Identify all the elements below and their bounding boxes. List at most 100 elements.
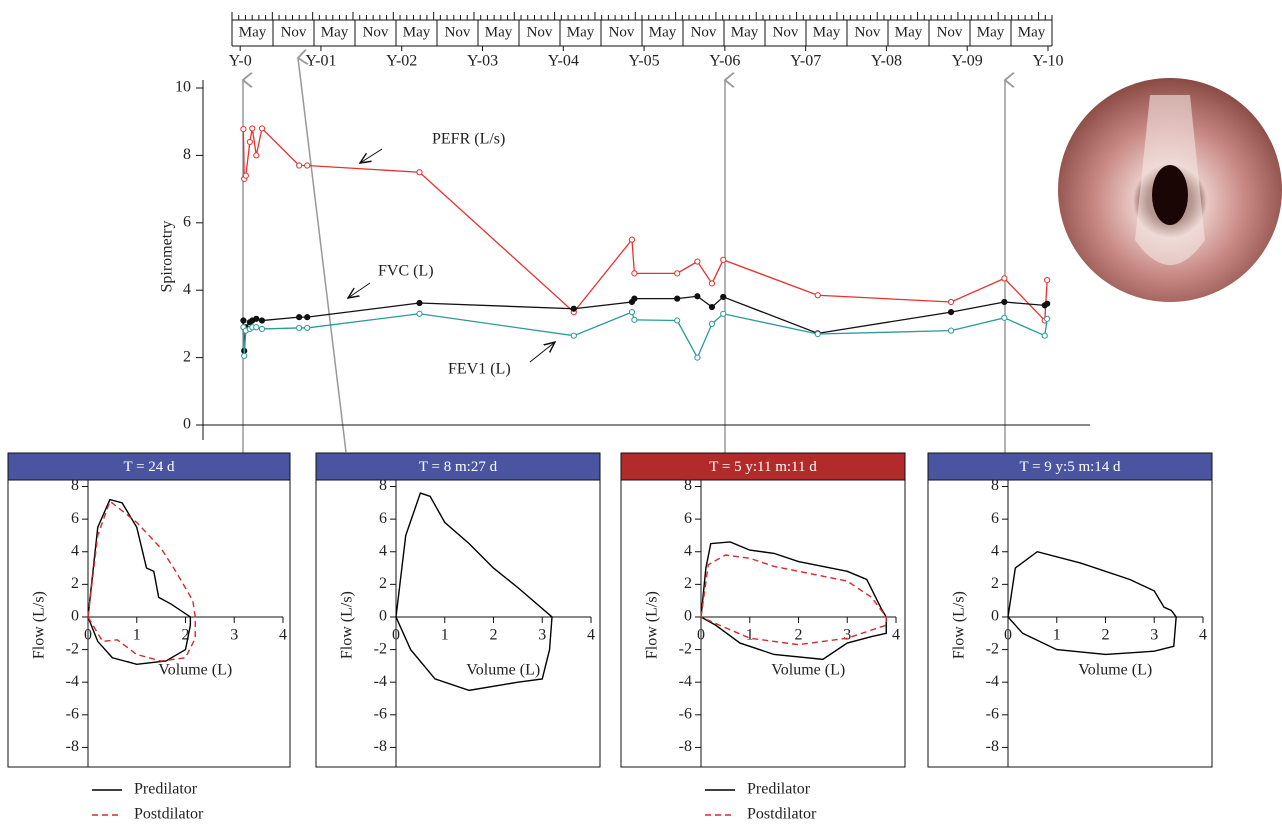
data-point xyxy=(694,258,701,265)
month-label: May xyxy=(403,24,431,40)
y-tick-label: 4 xyxy=(71,542,79,559)
panel-box xyxy=(620,452,906,768)
x-tick-label: Y-02 xyxy=(386,53,417,70)
y-tick-label: 8 xyxy=(379,477,387,494)
data-point xyxy=(246,138,253,146)
month-label: May xyxy=(485,24,513,40)
y-tick-label: -2 xyxy=(374,640,387,657)
month-label: May xyxy=(977,24,1005,40)
y-axis-label: Flow (L/s) xyxy=(644,591,661,659)
data-point xyxy=(708,320,716,327)
data-point xyxy=(304,162,311,169)
month-label: May xyxy=(895,24,923,40)
x-tick-label: 4 xyxy=(1199,627,1207,644)
data-point xyxy=(1001,314,1008,321)
month-label: Nov xyxy=(691,24,717,40)
loop-curve xyxy=(700,541,887,661)
y-axis-label: Flow (L/s) xyxy=(339,591,356,659)
x-tick-label: 0 xyxy=(697,627,705,644)
y-tick-label: 0 xyxy=(684,608,692,625)
y-tick-label: -4 xyxy=(374,673,387,690)
y-tick-label: 2 xyxy=(183,348,191,365)
data-point xyxy=(674,295,681,302)
x-tick-label: 4 xyxy=(279,627,287,644)
month-label: May xyxy=(321,24,349,40)
data-point xyxy=(628,309,636,316)
y-tick-label: 10 xyxy=(175,79,191,96)
y-tick-label: 4 xyxy=(183,281,191,298)
data-point xyxy=(708,303,716,311)
loop-curve xyxy=(395,492,553,692)
data-point xyxy=(631,295,638,302)
x-axis-label: Volume (L) xyxy=(771,661,845,678)
x-tick-label: 0 xyxy=(392,627,400,644)
y-tick-label: 4 xyxy=(379,542,387,559)
data-point xyxy=(814,292,821,299)
y-tick-label: 8 xyxy=(183,146,191,163)
data-point xyxy=(1041,332,1048,339)
data-point xyxy=(570,305,577,312)
y-tick-label: 8 xyxy=(71,477,79,494)
annotation-arrow xyxy=(360,148,383,163)
data-point xyxy=(814,330,821,338)
data-point xyxy=(416,169,423,176)
y-tick-label: -6 xyxy=(66,705,79,722)
y-tick-label: 6 xyxy=(991,510,999,527)
month-label: Nov xyxy=(773,24,799,40)
x-tick-label: 0 xyxy=(84,627,92,644)
y-tick-label: 4 xyxy=(684,542,692,559)
panel-box xyxy=(7,452,291,768)
y-tick-label: 6 xyxy=(379,510,387,527)
loop-panel: T = 5 y:11 m:11 d -8 -6 -4 -2 0 2 4 6 8 0 1 2 3 4 Flow … xyxy=(620,452,906,823)
series-annotation: FEV1 (L) xyxy=(448,361,511,378)
x-tick-label: 2 xyxy=(490,627,498,644)
data-point xyxy=(304,314,311,321)
y-tick-label: 2 xyxy=(991,575,999,592)
data-point xyxy=(708,280,716,287)
data-point xyxy=(1044,300,1051,307)
loop-curve xyxy=(87,500,196,662)
panel-box xyxy=(315,452,601,768)
x-tick-label: Y-01 xyxy=(305,53,336,70)
x-tick-label: 1 xyxy=(1053,627,1061,644)
x-tick-label: 3 xyxy=(1150,627,1158,644)
x-axis-label: Volume (L) xyxy=(1078,661,1152,678)
legend-label: Postdilator xyxy=(747,806,817,823)
x-tick-label: 1 xyxy=(133,627,141,644)
month-label: May xyxy=(731,24,759,40)
data-point xyxy=(304,324,311,332)
x-tick-label: Y-10 xyxy=(1032,53,1063,70)
y-tick-label: 2 xyxy=(684,575,692,592)
legend-label: Postdilator xyxy=(134,806,204,823)
data-point xyxy=(258,317,266,324)
data-point xyxy=(631,316,638,323)
data-point xyxy=(631,270,638,277)
x-tick-label: 3 xyxy=(538,627,546,644)
x-tick-label: 1 xyxy=(441,627,449,644)
data-point xyxy=(720,256,727,263)
data-point xyxy=(296,162,303,169)
panel-header xyxy=(620,452,906,481)
pointer-arrows xyxy=(243,58,1005,455)
panel-box xyxy=(927,452,1213,768)
x-tick-label: Y-03 xyxy=(467,53,498,70)
x-tick-label: 3 xyxy=(843,627,851,644)
x-tick-label: 2 xyxy=(795,627,803,644)
data-point xyxy=(253,315,260,322)
y-tick-label: -2 xyxy=(679,640,692,657)
x-tick-label: Y-09 xyxy=(952,53,983,70)
series-line xyxy=(242,311,1048,360)
loop-curve xyxy=(700,554,887,646)
y-tick-label: 6 xyxy=(684,510,692,527)
annotation-arrow xyxy=(348,282,371,298)
month-label: May xyxy=(239,24,267,40)
y-tick-label: 0 xyxy=(379,608,387,625)
x-tick-label: Y-07 xyxy=(790,53,821,70)
y-tick-label: -4 xyxy=(986,673,999,690)
panel-header xyxy=(927,452,1213,481)
series-annotation: FVC (L) xyxy=(378,263,434,280)
data-point xyxy=(253,324,260,331)
data-point xyxy=(296,324,303,332)
y-tick-label: -8 xyxy=(374,738,387,755)
